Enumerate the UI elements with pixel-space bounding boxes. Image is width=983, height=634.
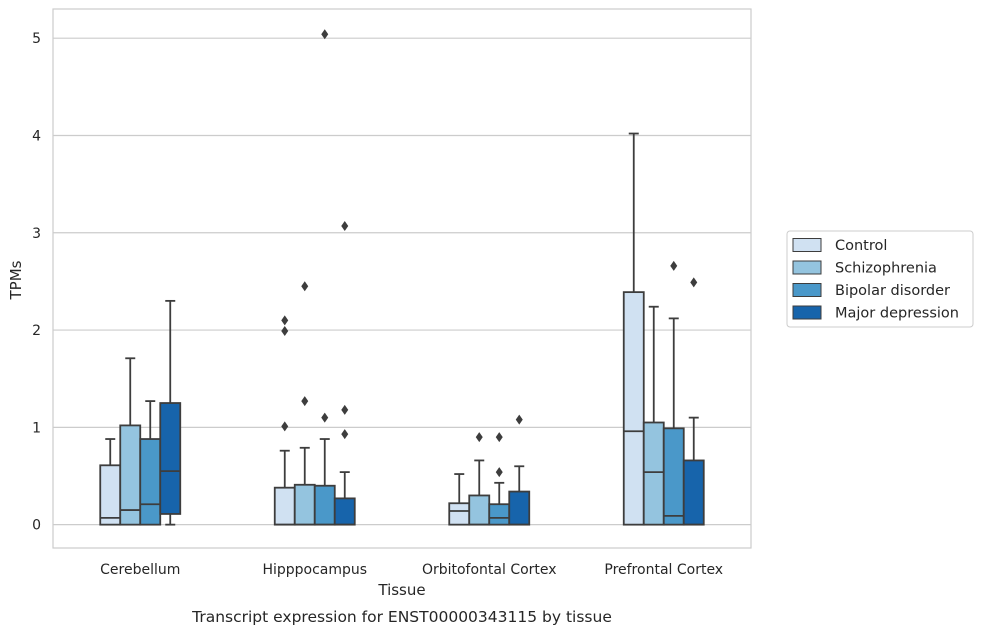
legend-label: Control [835,238,887,254]
box-bipolar-disorder [313,29,336,526]
box-control [448,473,471,526]
box-schizophrenia [119,357,142,526]
outlier-point [281,326,289,337]
box-iqr [682,459,705,526]
outlier-point [321,412,329,423]
x-tick-labels: Cerebellum Hipppocampus Orbitofontal Corte… [100,562,723,578]
box-iqr [313,484,336,526]
box-iqr [333,497,356,526]
box-iqr [662,427,685,526]
box-iqr [622,291,645,526]
x-tick-label: Hipppocampus [262,562,367,578]
box-iqr [642,421,665,526]
outlier-point [690,277,698,288]
box-major-depression [682,277,705,526]
box-schizophrenia [468,432,491,526]
outlier-point [281,421,289,432]
chart-caption: Transcript expression for ENST0000034311… [191,608,612,626]
y-tick-label: 3 [32,226,41,242]
box-iqr [159,402,182,515]
outlier-point [341,429,349,440]
y-tick-label: 4 [32,128,41,144]
box-iqr [488,503,511,526]
box-bipolar-disorder [139,400,162,526]
outlier-point [670,260,678,271]
legend-swatch [792,305,822,320]
outlier-point [495,467,503,478]
box-iqr [508,490,531,526]
outlier-point [341,404,349,415]
box-major-depression [508,414,531,526]
box-bipolar-disorder [662,260,685,526]
box-major-depression [333,220,356,526]
box-iqr [448,502,471,526]
legend-label: Bipolar disorder [835,283,950,299]
outlier-point [515,414,523,425]
legend: Control Schizophrenia Bipolar disorder Majo… [786,230,974,328]
box-schizophrenia [642,305,665,526]
outlier-point [281,315,289,326]
y-tick-label: 2 [32,323,41,339]
outlier-point [495,432,503,443]
box-major-depression [159,299,182,526]
y-tick-label: 0 [32,518,41,534]
box-control [273,315,296,526]
plot-frame [52,8,752,549]
box-control [622,132,645,526]
box-iqr [99,464,122,526]
legend-swatch [792,238,822,252]
legend-swatch [792,283,822,297]
box-iqr [293,483,316,526]
box-iqr [273,486,296,526]
legend-frame [786,230,974,328]
box-bipolar-disorder [488,432,511,526]
outlier-point [301,281,309,292]
box-schizophrenia [293,281,316,526]
x-tick-label: Orbitofontal Cortex [422,562,557,578]
x-tick-label: Cerebellum [100,562,180,578]
x-tick-label: Prefrontal Cortex [604,562,723,578]
y-tick-label: 5 [32,31,41,47]
outlier-point [341,220,349,231]
legend-label: Major depression [835,306,959,322]
box-series [99,29,705,526]
outlier-point [475,432,483,443]
box-control [99,438,122,526]
outlier-point [321,29,329,40]
y-axis-label: TPMs [7,260,25,300]
outlier-point [301,396,309,407]
y-tick-labels: 0 1 2 3 4 5 [32,31,41,533]
y-tick-label: 1 [32,420,41,436]
box-iqr [139,438,162,526]
legend-swatch [792,260,822,275]
legend-label: Schizophrenia [835,261,937,277]
box-iqr [468,494,491,526]
x-axis-label: Tissue [377,581,425,599]
